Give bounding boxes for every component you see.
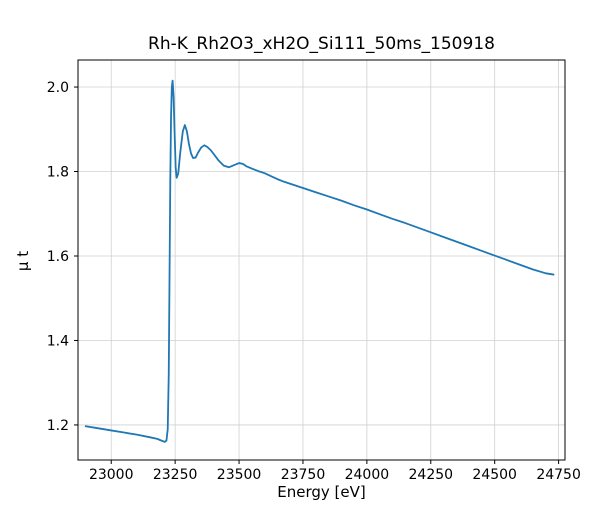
x-tick-label: 23250 [153,467,198,483]
x-tick-label: 24250 [409,467,454,483]
y-tick-label: 2.0 [47,80,69,96]
x-tick-label: 24500 [472,467,517,483]
x-axis-label: Energy [eV] [277,483,366,501]
chart-title: Rh-K_Rh2O3_xH2O_Si111_50ms_150918 [148,34,495,54]
x-tick-label: 23750 [281,467,326,483]
x-tick-label: 23000 [89,467,134,483]
y-tick-label: 1.6 [47,249,69,265]
y-tick-label: 1.8 [47,165,69,181]
spectrum-line [84,79,555,443]
x-tick-label: 24000 [345,467,390,483]
x-tick-label: 23500 [217,467,262,483]
x-tick-label: 24750 [536,467,581,483]
y-tick-label: 1.2 [47,418,69,434]
y-axis-label: μ t [14,250,33,272]
y-tick-label: 1.4 [47,333,69,349]
plot-frame [77,59,566,461]
